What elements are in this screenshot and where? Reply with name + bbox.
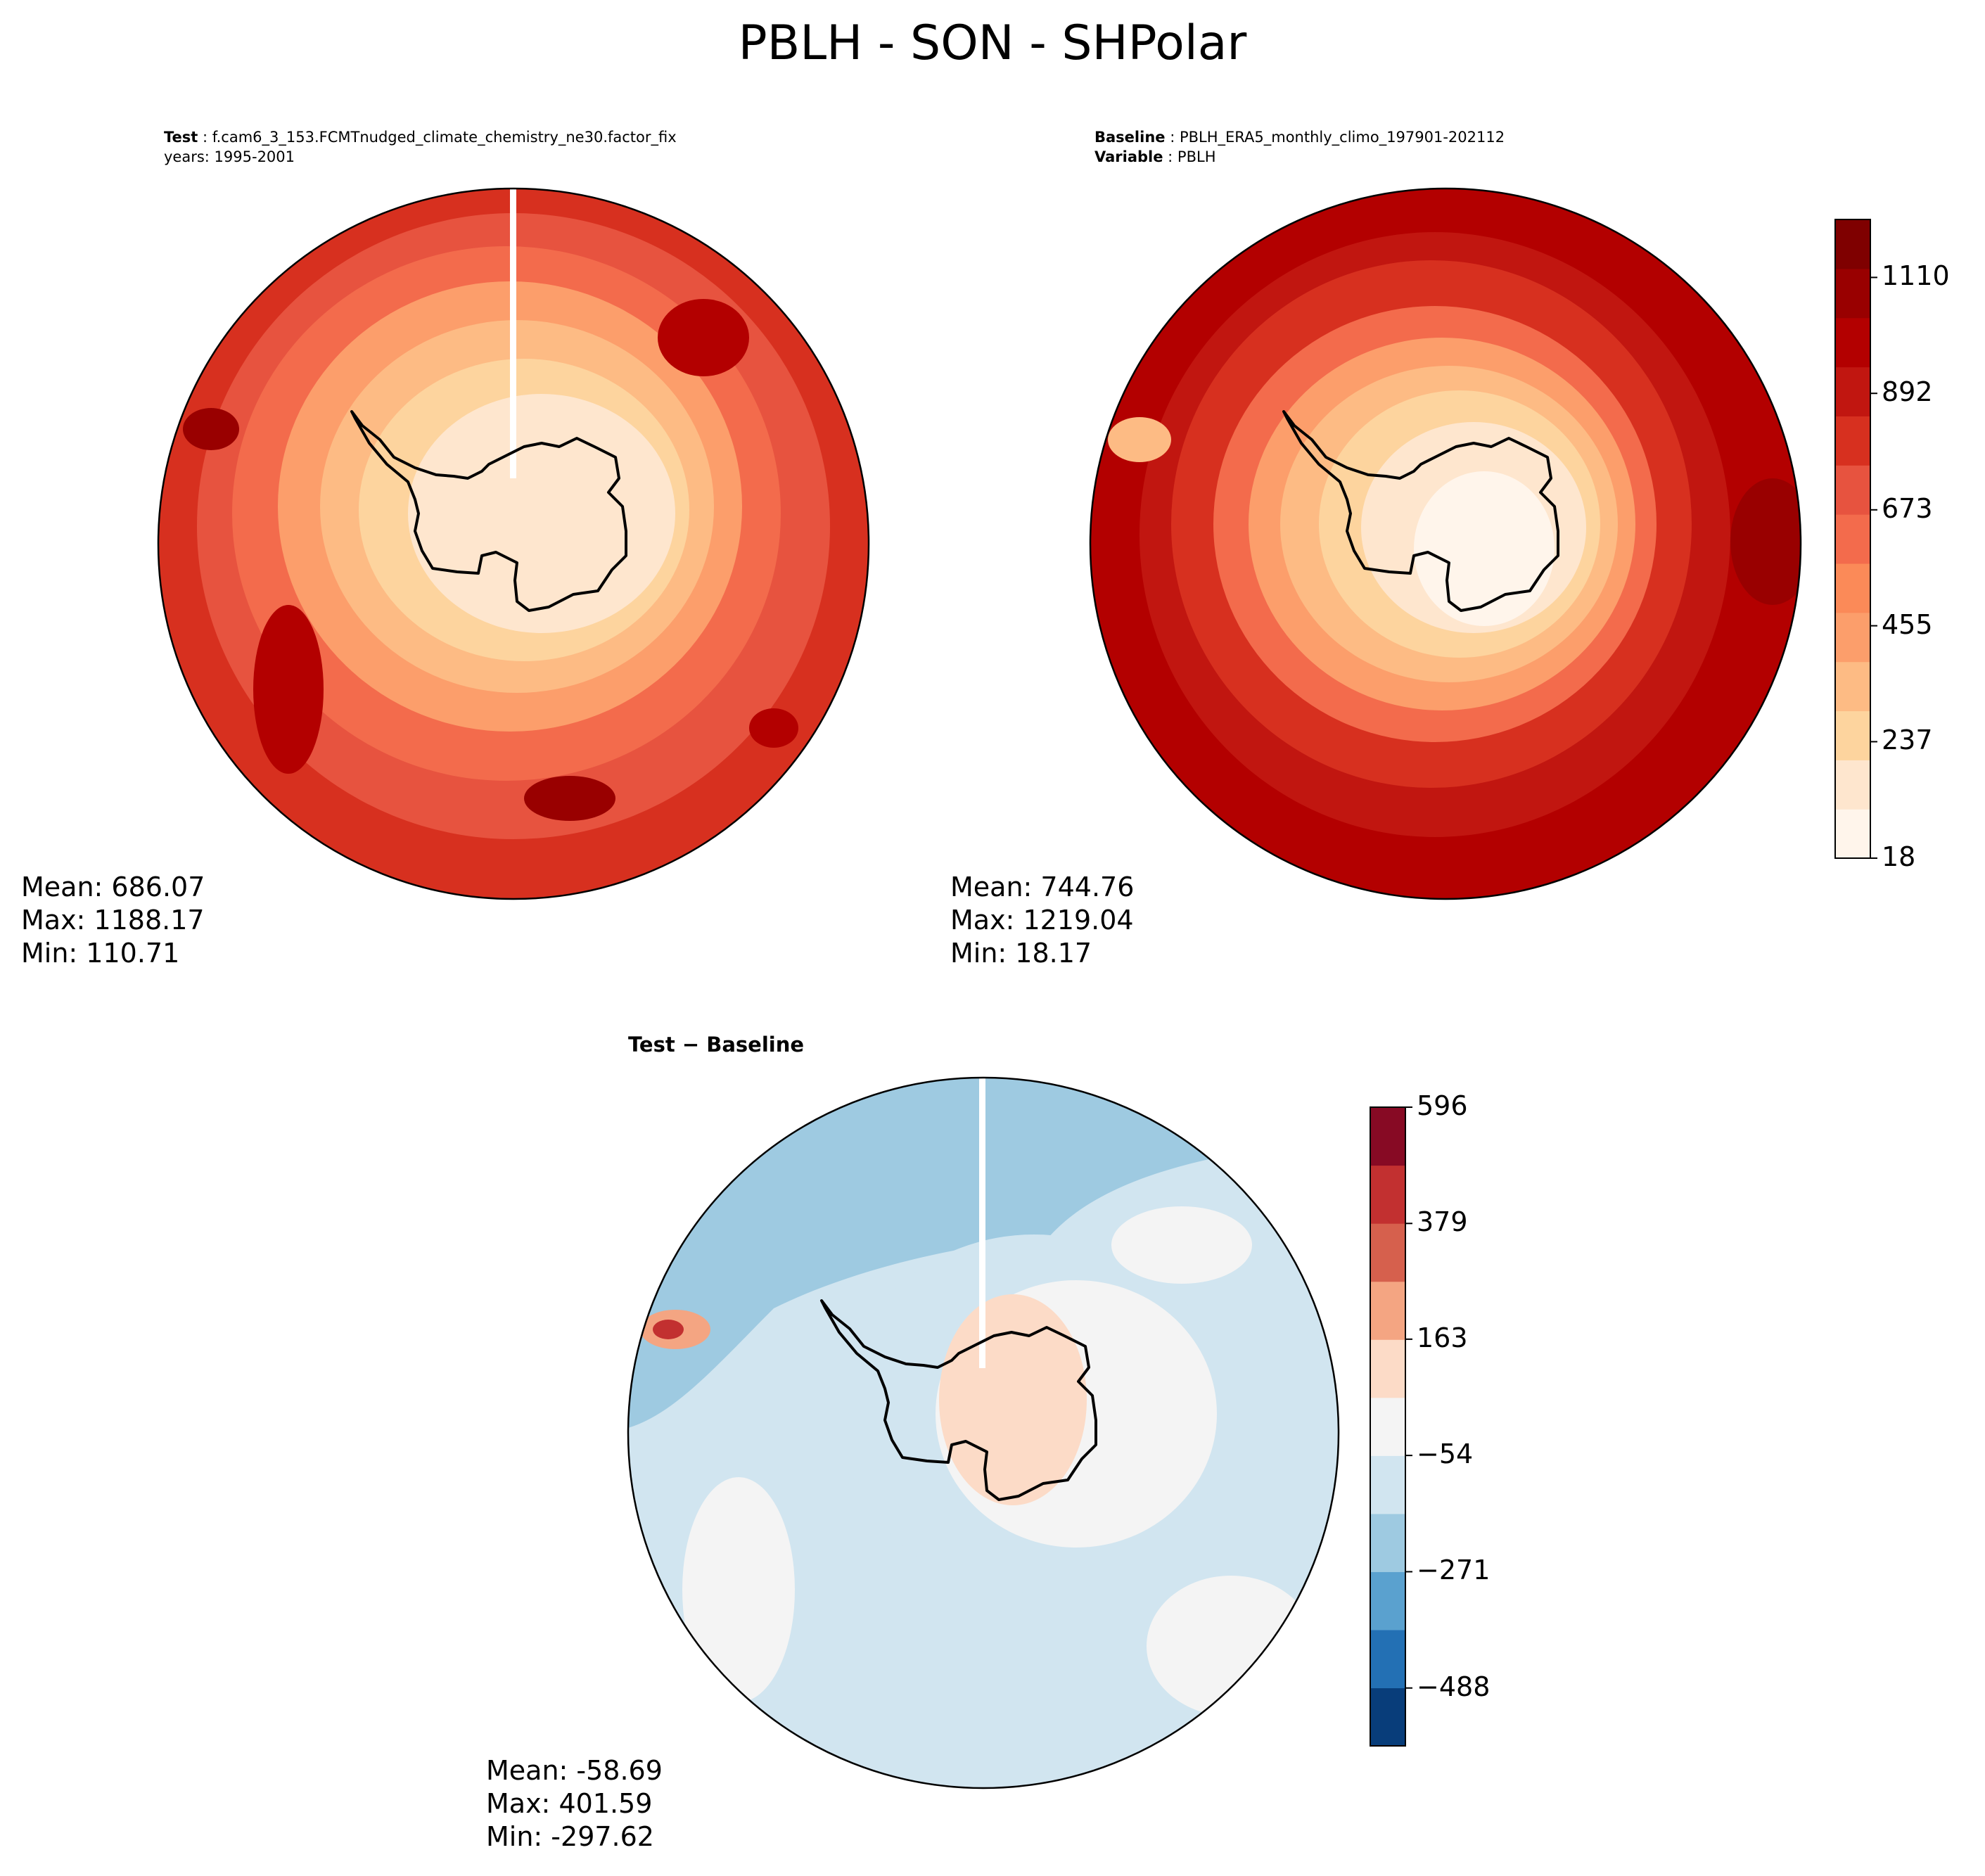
difference-colorbar — [1370, 1106, 1412, 1747]
difference-colorbar-tick-label: −54 — [1417, 1438, 1474, 1470]
test-field-feature — [524, 776, 615, 821]
baseline-colorbar-segment — [1835, 760, 1870, 810]
difference-colorbar-segment — [1370, 1397, 1405, 1456]
baseline-field-band — [1414, 471, 1555, 626]
figure-title: PBLH - SON - SHPolar — [738, 15, 1247, 71]
difference-subtitle: Test − Baseline — [628, 1033, 805, 1057]
difference-colorbar-segment — [1370, 1455, 1405, 1514]
test-stats: Mean: 686.07 Max: 1188.17 Min: 110.71 — [21, 871, 205, 970]
baseline-map-panel — [1090, 189, 1801, 899]
difference-colorbar-tick-label: −488 — [1417, 1671, 1491, 1702]
difference-colorbar-tick-label: 379 — [1417, 1206, 1468, 1238]
difference-colorbar-segment — [1370, 1571, 1405, 1631]
baseline-colorbar-segment — [1835, 612, 1870, 663]
baseline-field-feature — [1108, 417, 1171, 462]
difference-colorbar-segment — [1370, 1687, 1405, 1747]
baseline-colorbar-segment — [1835, 514, 1870, 564]
baseline-colorbar-segment — [1835, 317, 1870, 368]
baseline-colorbar-tick-label: 892 — [1882, 376, 1933, 408]
test-subtitle: Test : f.cam6_3_153.FCMTnudged_climate_c… — [164, 129, 677, 165]
baseline-colorbar-segment — [1835, 661, 1870, 712]
baseline-stats: Mean: 744.76 Max: 1219.04 Min: 18.17 — [950, 871, 1134, 970]
baseline-colorbar-segment — [1835, 268, 1870, 319]
test-max: Max: 1188.17 — [21, 905, 205, 936]
test-seam-line — [510, 189, 516, 478]
baseline-colorbar — [1834, 219, 1877, 859]
baseline-map-boundary — [1089, 187, 1802, 900]
difference-field-feature — [653, 1320, 684, 1339]
test-field-feature — [658, 299, 749, 376]
baseline-mean: Mean: 744.76 — [950, 872, 1135, 902]
baseline-colorbar-segment — [1835, 563, 1870, 613]
difference-colorbar-frame — [1370, 1106, 1406, 1747]
difference-stats: Mean: -58.69 Max: 401.59 Min: -297.62 — [486, 1754, 663, 1853]
baseline-subtitle: Baseline : PBLH_ERA5_monthly_climo_19790… — [1094, 129, 1505, 165]
test-field-feature — [183, 408, 239, 450]
difference-field-feature — [682, 1477, 795, 1702]
difference-colorbar-segment — [1370, 1281, 1405, 1340]
baseline-colorbar-segment — [1835, 416, 1870, 466]
test-case-name: f.cam6_3_153.FCMTnudged_climate_chemistr… — [212, 129, 677, 146]
difference-colorbar-tick-label: 596 — [1417, 1090, 1468, 1121]
difference-colorbar-segment — [1370, 1165, 1405, 1224]
test-map-boundary — [157, 187, 870, 900]
baseline-colorbar-tick-label: 673 — [1882, 492, 1933, 524]
baseline-colorbar-segment — [1835, 366, 1870, 416]
test-field-feature — [749, 708, 798, 748]
baseline-colorbar-segment — [1835, 809, 1870, 859]
baseline-max: Max: 1219.04 — [950, 905, 1134, 936]
baseline-colorbar-segment — [1835, 465, 1870, 515]
difference-colorbar-segment — [1370, 1513, 1405, 1572]
baseline-colorbar-tick-label: 1110 — [1882, 260, 1950, 292]
baseline-colorbar-tick-label: 237 — [1882, 725, 1933, 756]
difference-min: Min: -297.62 — [486, 1821, 654, 1852]
variable-subtitle-label: Variable — [1094, 148, 1163, 165]
baseline-colorbar-segment — [1835, 219, 1870, 269]
difference-colorbar-tick-label: −271 — [1417, 1555, 1491, 1586]
baseline-case-name: PBLH_ERA5_monthly_climo_197901-202112 — [1179, 129, 1505, 146]
difference-map-boundary — [627, 1076, 1340, 1789]
test-years: years: 1995-2001 — [164, 148, 295, 165]
test-field-band — [408, 394, 675, 633]
difference-map-panel — [628, 1078, 1339, 1788]
difference-colorbar-segment — [1370, 1223, 1405, 1282]
baseline-colorbar-frame — [1834, 219, 1871, 859]
difference-colorbar-segment — [1370, 1629, 1405, 1689]
baseline-colorbar-tick-label: 18 — [1882, 841, 1916, 872]
difference-colorbar-tick-label: 163 — [1417, 1322, 1468, 1353]
difference-field-feature — [1111, 1206, 1252, 1284]
baseline-min: Min: 18.17 — [950, 938, 1092, 969]
difference-field-band — [939, 1294, 1087, 1505]
test-mean: Mean: 686.07 — [21, 872, 205, 902]
difference-colorbar-segment — [1370, 1107, 1405, 1166]
test-min: Min: 110.71 — [21, 938, 180, 969]
difference-field-feature — [1147, 1576, 1315, 1716]
baseline-subtitle-label: Baseline — [1094, 129, 1166, 146]
baseline-colorbar-tick-label: 455 — [1882, 608, 1933, 640]
variable-name: PBLH — [1177, 148, 1216, 165]
baseline-field-feature — [1730, 478, 1801, 605]
baseline-colorbar-segment — [1835, 710, 1870, 760]
difference-seam-line — [979, 1078, 985, 1368]
test-field-feature — [253, 605, 324, 774]
difference-max: Max: 401.59 — [486, 1788, 653, 1819]
difference-mean: Mean: -58.69 — [486, 1755, 663, 1786]
difference-colorbar-segment — [1370, 1339, 1405, 1398]
difference-field-negative-region — [628, 1078, 1339, 1428]
test-map-panel — [158, 189, 869, 899]
test-subtitle-label: Test — [164, 129, 198, 146]
